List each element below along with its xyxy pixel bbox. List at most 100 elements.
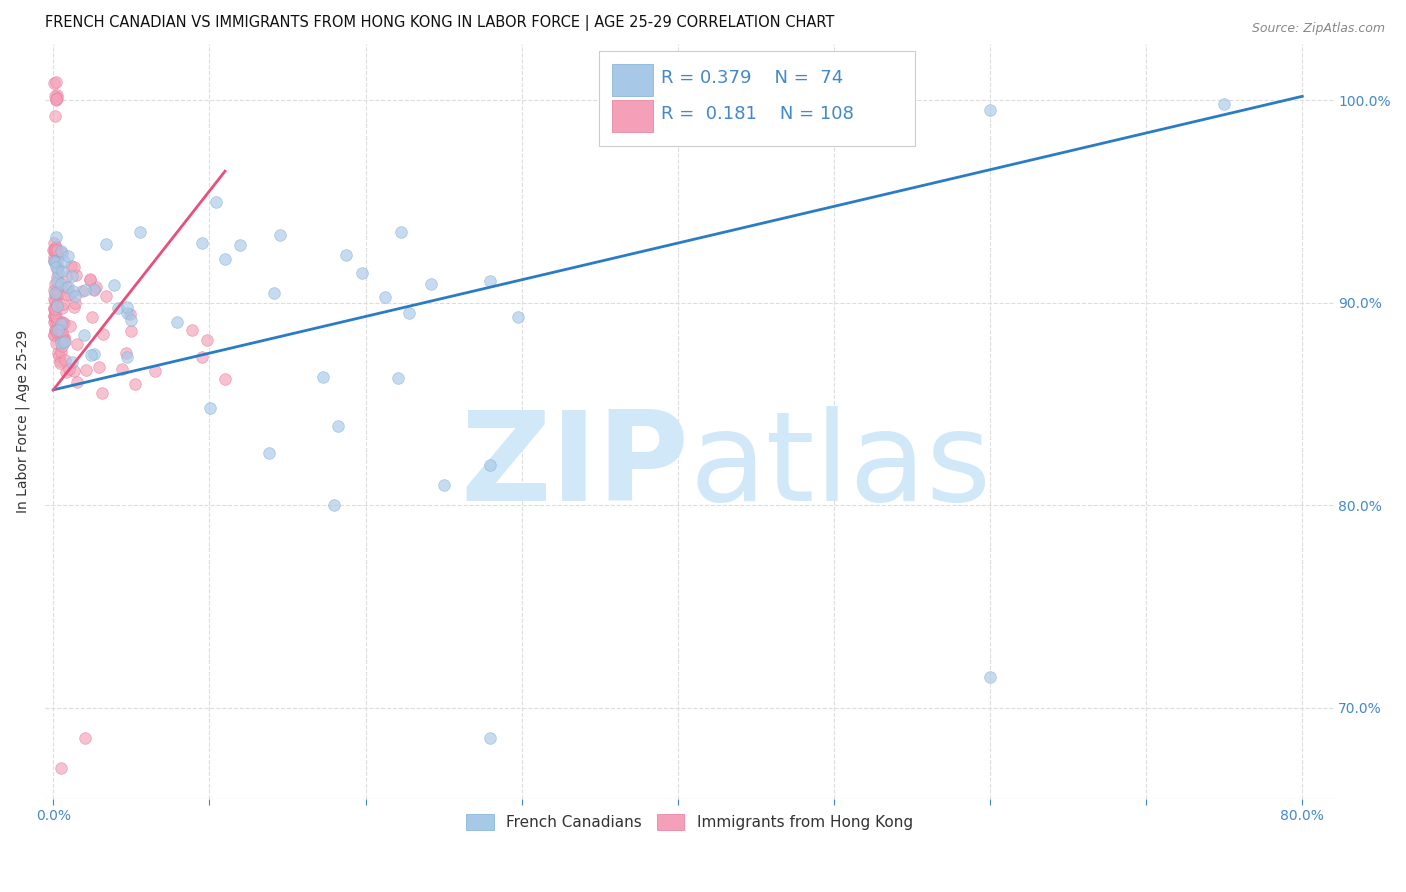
Legend: French Canadians, Immigrants from Hong Kong: French Canadians, Immigrants from Hong K… [460, 808, 920, 837]
Point [75, 363, 97, 377]
Point [120, 313, 142, 327]
Point [42, 301, 65, 316]
Point [257, 446, 280, 460]
Point [195, 334, 218, 348]
Point [269, 228, 291, 243]
Point [44, 243, 66, 257]
Point [350, 266, 373, 280]
Point [166, 315, 188, 329]
Point [46, 253, 69, 268]
Point [180, 323, 202, 337]
Point [52, 331, 75, 345]
Point [44, 309, 66, 323]
Point [44, 302, 66, 317]
Point [51, 301, 73, 315]
Point [204, 195, 226, 210]
Point [45, 310, 67, 324]
Point [49, 344, 72, 359]
Y-axis label: In Labor Force | Age 25-29: In Labor Force | Age 25-29 [15, 330, 30, 513]
Point [49, 277, 72, 291]
Point [479, 731, 502, 745]
Point [45, 297, 67, 311]
Point [52, 316, 75, 330]
FancyBboxPatch shape [612, 64, 654, 95]
Point [91, 326, 114, 341]
Point [60, 354, 83, 368]
Point [115, 306, 138, 320]
Point [44, 253, 66, 268]
Point [323, 498, 346, 512]
Point [44, 306, 66, 320]
Point [65, 268, 87, 282]
Point [51, 315, 73, 329]
Point [229, 238, 252, 252]
Point [51, 323, 73, 337]
Point [979, 103, 1001, 118]
Point [263, 285, 285, 300]
Point [53, 352, 76, 367]
Point [44, 314, 66, 328]
Point [46, 346, 69, 360]
Point [42, 250, 65, 264]
Point [52, 297, 75, 311]
Point [55, 287, 77, 301]
Point [55, 365, 77, 379]
Point [46, 269, 69, 284]
Point [53, 334, 76, 348]
Point [42, 243, 65, 257]
Point [44, 110, 66, 124]
Point [42, 315, 65, 329]
Point [124, 377, 146, 392]
Point [479, 458, 502, 472]
Point [42, 309, 65, 323]
Point [45, 230, 67, 244]
Point [62, 285, 84, 299]
Point [62, 300, 84, 314]
Point [60, 259, 83, 273]
Text: FRENCH CANADIAN VS IMMIGRANTS FROM HONG KONG IN LABOR FORCE | AGE 25-29 CORRELAT: FRENCH CANADIAN VS IMMIGRANTS FROM HONG … [45, 15, 835, 31]
Point [44, 255, 66, 269]
Point [45, 260, 67, 275]
Text: Source: ZipAtlas.com: Source: ZipAtlas.com [1251, 22, 1385, 36]
Point [46, 88, 69, 103]
Point [56, 249, 79, 263]
Point [45, 274, 67, 288]
Point [48, 323, 70, 337]
Point [374, 290, 396, 304]
Point [118, 307, 141, 321]
Point [80, 348, 103, 362]
Point [44, 323, 66, 337]
Point [63, 364, 86, 378]
Point [48, 349, 70, 363]
Point [82, 310, 104, 325]
Point [48, 285, 70, 300]
Point [1213, 97, 1236, 112]
Point [94, 237, 117, 252]
Point [60, 268, 83, 283]
Point [51, 246, 73, 260]
Point [44, 277, 66, 291]
Point [42, 292, 65, 306]
Point [46, 314, 69, 328]
Point [45, 299, 67, 313]
Point [214, 372, 236, 386]
Point [49, 762, 72, 776]
Point [75, 283, 97, 297]
Point [56, 280, 79, 294]
Text: R = 0.379    N =  74: R = 0.379 N = 74 [661, 69, 844, 87]
Point [79, 272, 101, 286]
Point [44, 310, 66, 324]
Point [83, 282, 105, 296]
FancyBboxPatch shape [612, 100, 654, 132]
Point [214, 252, 236, 267]
Point [49, 326, 72, 341]
FancyBboxPatch shape [599, 51, 915, 145]
Point [66, 375, 89, 389]
Point [83, 347, 105, 361]
Point [59, 318, 82, 333]
Point [49, 333, 72, 347]
Point [51, 264, 73, 278]
Point [143, 364, 166, 378]
Point [45, 288, 67, 302]
Point [52, 334, 75, 349]
